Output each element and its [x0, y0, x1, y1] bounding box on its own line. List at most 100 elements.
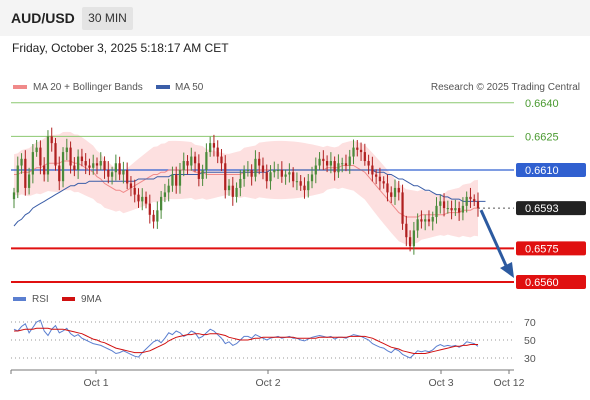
candle-body — [144, 196, 148, 204]
candle-body — [122, 170, 125, 175]
candle-body — [292, 172, 295, 182]
level-label-support: 0.6560 — [516, 275, 586, 289]
time-axis-label: Oct 3 — [428, 377, 453, 389]
candle — [54, 137, 57, 171]
candle — [416, 213, 419, 238]
forecast-arrow-head — [500, 262, 514, 278]
candle — [65, 138, 68, 161]
ma50-line — [13, 169, 486, 227]
candle-body — [137, 194, 140, 202]
candle — [450, 200, 453, 220]
candle — [337, 154, 340, 178]
candle — [205, 143, 208, 179]
time-axis-label: Oct 12 — [494, 377, 525, 389]
candle — [352, 139, 355, 165]
symbol-title: AUD/USD — [11, 10, 75, 26]
candle-body — [288, 172, 291, 175]
candle — [439, 194, 442, 214]
level-label-text: 0.6575 — [525, 243, 559, 255]
candle-body — [58, 165, 61, 182]
candle-body — [16, 165, 19, 193]
candle-body — [69, 147, 72, 166]
candle — [103, 156, 106, 179]
candle-body — [31, 152, 34, 175]
candle-body — [126, 170, 129, 184]
candle — [152, 210, 155, 229]
candle-body — [424, 219, 427, 222]
candle-body — [110, 172, 114, 177]
candle — [77, 149, 80, 179]
forecast-arrow-shaft — [479, 209, 510, 271]
candle-body — [284, 174, 287, 177]
candle — [476, 192, 480, 217]
candle-body — [261, 165, 265, 173]
candle-body — [405, 223, 408, 238]
timeframe-button[interactable]: 30 MIN — [82, 7, 133, 30]
candle — [39, 140, 42, 175]
candle — [310, 166, 314, 189]
candle — [390, 186, 393, 204]
candle — [401, 184, 404, 230]
candle-body — [24, 158, 27, 188]
candle — [118, 156, 121, 181]
candle-body — [224, 163, 227, 191]
candle-body — [43, 165, 46, 175]
candle-body — [435, 205, 438, 218]
candle-body — [186, 161, 189, 166]
candle — [114, 154, 117, 181]
rsi-legend-label: RSI — [32, 294, 49, 305]
level-label-current: 0.6593 — [516, 201, 586, 216]
candle-body — [190, 156, 193, 166]
candle — [344, 154, 348, 172]
candle — [367, 154, 370, 175]
candle-body — [299, 181, 302, 186]
candle-body — [201, 170, 204, 179]
candle-body — [35, 147, 38, 153]
candle — [333, 156, 336, 181]
candle — [43, 157, 46, 182]
candle — [27, 167, 31, 195]
candle-body — [465, 196, 468, 206]
candle — [178, 162, 182, 194]
candle-body — [141, 196, 144, 202]
candle — [126, 162, 129, 190]
candle — [171, 166, 174, 192]
candle-body — [371, 165, 374, 175]
candle — [92, 154, 95, 175]
candle-body — [12, 192, 16, 200]
candle — [190, 147, 193, 171]
header-bar: AUD/USD 30 MIN — [0, 0, 590, 36]
candle-body — [318, 158, 321, 166]
candle-body — [197, 163, 200, 179]
rsi-ma9-line — [14, 327, 478, 354]
ma20-legend-label: MA 20 + Bollinger Bands — [33, 82, 143, 93]
candle-body — [212, 143, 216, 148]
candle — [397, 180, 400, 201]
candle — [458, 201, 461, 221]
candle-body — [356, 147, 359, 150]
price-levels — [11, 102, 514, 283]
candle — [295, 172, 299, 191]
candle-body — [167, 185, 170, 193]
candle — [242, 165, 246, 187]
candle — [35, 139, 38, 157]
bollinger-bands — [14, 131, 478, 245]
candle — [254, 150, 257, 182]
candle-body — [92, 163, 95, 168]
candle-body — [171, 174, 174, 186]
moving-averages — [13, 160, 486, 227]
candle — [318, 152, 321, 171]
candle — [209, 136, 212, 157]
candle-body — [280, 170, 283, 177]
time-axis: Oct 1 Oct 2 Oct 3 Oct 12 — [10, 369, 525, 389]
candle-body — [148, 203, 151, 215]
candle — [269, 165, 272, 190]
candle-body — [99, 161, 102, 166]
candle — [216, 140, 219, 164]
forecast-arrow — [479, 209, 514, 278]
candle-body — [458, 208, 461, 213]
candle — [258, 152, 261, 175]
candle-body — [322, 158, 325, 162]
time-axis-label: Oct 1 — [83, 377, 108, 389]
candle — [382, 176, 385, 189]
